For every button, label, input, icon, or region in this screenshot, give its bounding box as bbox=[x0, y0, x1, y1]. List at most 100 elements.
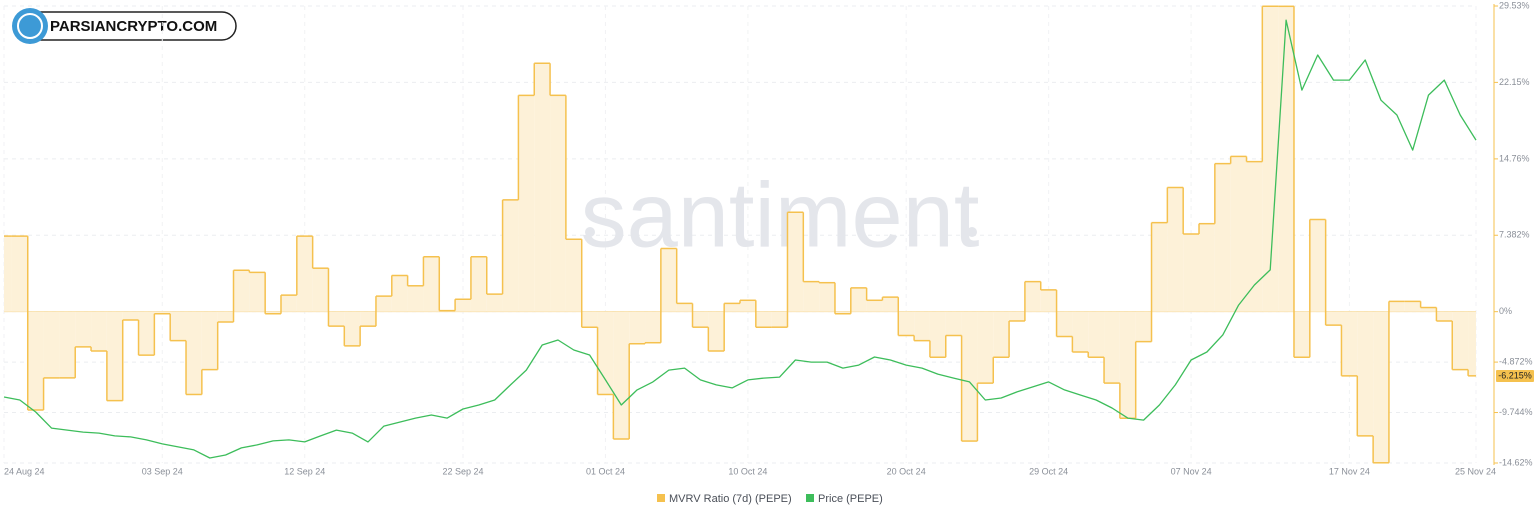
y-tick-label: 0% bbox=[1499, 306, 1512, 316]
mvrv-area-segment bbox=[914, 311, 930, 341]
mvrv-area-segment bbox=[233, 270, 250, 312]
y-tick-label: 29.53% bbox=[1499, 0, 1530, 10]
mvrv-area-segment bbox=[1230, 156, 1247, 312]
mvrv-area-segment bbox=[170, 311, 187, 341]
mvrv-area-segment bbox=[122, 311, 139, 320]
mvrv-area-segment bbox=[1214, 163, 1231, 312]
mvrv-area-segment bbox=[423, 256, 440, 312]
x-tick-label: 24 Aug 24 bbox=[4, 466, 45, 476]
mvrv-area-segment bbox=[391, 275, 408, 312]
mvrv-area-segment bbox=[676, 303, 693, 312]
mvrv-area-segment bbox=[1262, 6, 1279, 312]
axes: 29.53% 22.15% 14.76% 7.382% 0% -4.872% -9.744%… bbox=[4, 0, 1533, 476]
last-value-label: -6.215% bbox=[1498, 370, 1532, 380]
mvrv-area-segment bbox=[470, 256, 487, 312]
mvrv-area-segment bbox=[1135, 311, 1152, 342]
mvrv-area-segment bbox=[660, 248, 677, 312]
mvrv-area-segment bbox=[11, 236, 28, 312]
mvrv-area-segment bbox=[1404, 301, 1421, 312]
watermark-dot bbox=[967, 227, 977, 237]
y-tick-label: 14.76% bbox=[1499, 153, 1530, 163]
mvrv-area-segment bbox=[201, 311, 218, 370]
logo-text: PARSIANCRYPTO.COM bbox=[50, 18, 217, 35]
mvrv-area-segment bbox=[1388, 301, 1405, 312]
mvrv-area-segment bbox=[138, 311, 155, 356]
mvrv-area-segment bbox=[945, 311, 962, 336]
mvrv-area-segment bbox=[724, 303, 740, 312]
mvrv-area-segment bbox=[1373, 311, 1389, 463]
mvrv-area-segment bbox=[1468, 311, 1476, 376]
legend-swatch bbox=[657, 494, 665, 502]
mvrv-area-segment bbox=[581, 311, 598, 328]
mvrv-area-segment bbox=[1325, 311, 1342, 326]
mvrv-area bbox=[4, 5, 1476, 464]
mvrv-area-segment bbox=[407, 285, 424, 312]
mvrv-area-segment bbox=[961, 311, 978, 442]
mvrv-area-segment bbox=[850, 287, 867, 312]
mvrv-area-segment bbox=[106, 311, 123, 401]
watermark-text: santiment bbox=[581, 164, 980, 266]
mvrv-area-segment bbox=[1452, 311, 1469, 370]
mvrv-area-segment bbox=[1246, 161, 1263, 312]
mvrv-area-segment bbox=[534, 63, 551, 312]
mvrv-area-segment bbox=[249, 272, 266, 312]
mvrv-area-segment bbox=[977, 311, 994, 384]
mvrv-area-segment bbox=[597, 311, 614, 395]
mvrv-area-segment bbox=[455, 299, 471, 312]
mvrv-area-segment bbox=[1056, 311, 1073, 337]
mvrv-area-segment bbox=[154, 311, 171, 314]
mvrv-area-segment bbox=[787, 212, 804, 312]
mvrv-area-segment bbox=[898, 311, 915, 336]
x-tick-label: 22 Sep 24 bbox=[442, 466, 483, 476]
mvrv-area-segment bbox=[280, 295, 297, 312]
mvrv-area-segment bbox=[518, 95, 535, 312]
mvrv-area-segment bbox=[360, 311, 376, 327]
mvrv-area-segment bbox=[1357, 311, 1374, 436]
mvrv-area-segment bbox=[486, 294, 503, 312]
y-tick-label: -4.872% bbox=[1499, 356, 1533, 366]
x-tick-label: 10 Oct 24 bbox=[728, 466, 767, 476]
mvrv-area-segment bbox=[4, 236, 12, 312]
mvrv-area-segment bbox=[1341, 311, 1358, 376]
mvrv-area-segment bbox=[1119, 311, 1136, 419]
legend-label: MVRV Ratio (7d) (PEPE) bbox=[669, 493, 792, 505]
x-tick-label: 29 Oct 24 bbox=[1029, 466, 1068, 476]
x-tick-label: 07 Nov 24 bbox=[1171, 466, 1212, 476]
mvrv-area-segment bbox=[708, 311, 725, 352]
mvrv-area-segment bbox=[993, 311, 1010, 358]
mvrv-area-segment bbox=[328, 311, 345, 327]
mvrv-area-segment bbox=[1309, 219, 1326, 312]
mvrv-area-segment bbox=[502, 199, 519, 312]
mvrv-area-segment bbox=[1278, 6, 1294, 312]
mvrv-area-segment bbox=[312, 268, 329, 312]
mvrv-area-segment bbox=[550, 95, 566, 312]
mvrv-area-segment bbox=[755, 311, 772, 328]
x-tick-label: 20 Oct 24 bbox=[887, 466, 926, 476]
mvrv-area-segment bbox=[344, 311, 361, 346]
mvrv-area-segment bbox=[1199, 223, 1215, 312]
mvrv-area-segment bbox=[882, 297, 899, 312]
mvrv-area-segment bbox=[565, 239, 582, 312]
mvrv-area-segment bbox=[1104, 311, 1120, 384]
y-tick-label: -9.744% bbox=[1499, 407, 1533, 417]
watermark: santiment bbox=[581, 164, 980, 266]
price-line bbox=[3, 19, 1477, 459]
y-tick-label: 7.382% bbox=[1499, 230, 1530, 240]
mvrv-area-segment bbox=[217, 311, 234, 323]
legend-swatch bbox=[806, 494, 814, 502]
x-tick-label: 12 Sep 24 bbox=[284, 466, 325, 476]
x-tick-label: 03 Sep 24 bbox=[142, 466, 183, 476]
mvrv-area-segment bbox=[1167, 187, 1184, 312]
price bbox=[3, 19, 1477, 459]
mvrv-area-segment bbox=[59, 311, 76, 378]
mvrv-area-segment bbox=[613, 311, 630, 439]
mvrv-area-segment bbox=[1436, 311, 1453, 321]
last-value-badge bbox=[1496, 369, 1534, 382]
x-tick-label: 25 Nov 24 bbox=[1455, 466, 1496, 476]
mvrv-area-segment bbox=[1420, 307, 1437, 312]
mvrv-area-segment bbox=[819, 282, 835, 312]
mvrv-area-segment bbox=[1072, 311, 1089, 353]
mvrv-area-segment bbox=[296, 236, 313, 312]
x-tick-label: 17 Nov 24 bbox=[1329, 466, 1370, 476]
